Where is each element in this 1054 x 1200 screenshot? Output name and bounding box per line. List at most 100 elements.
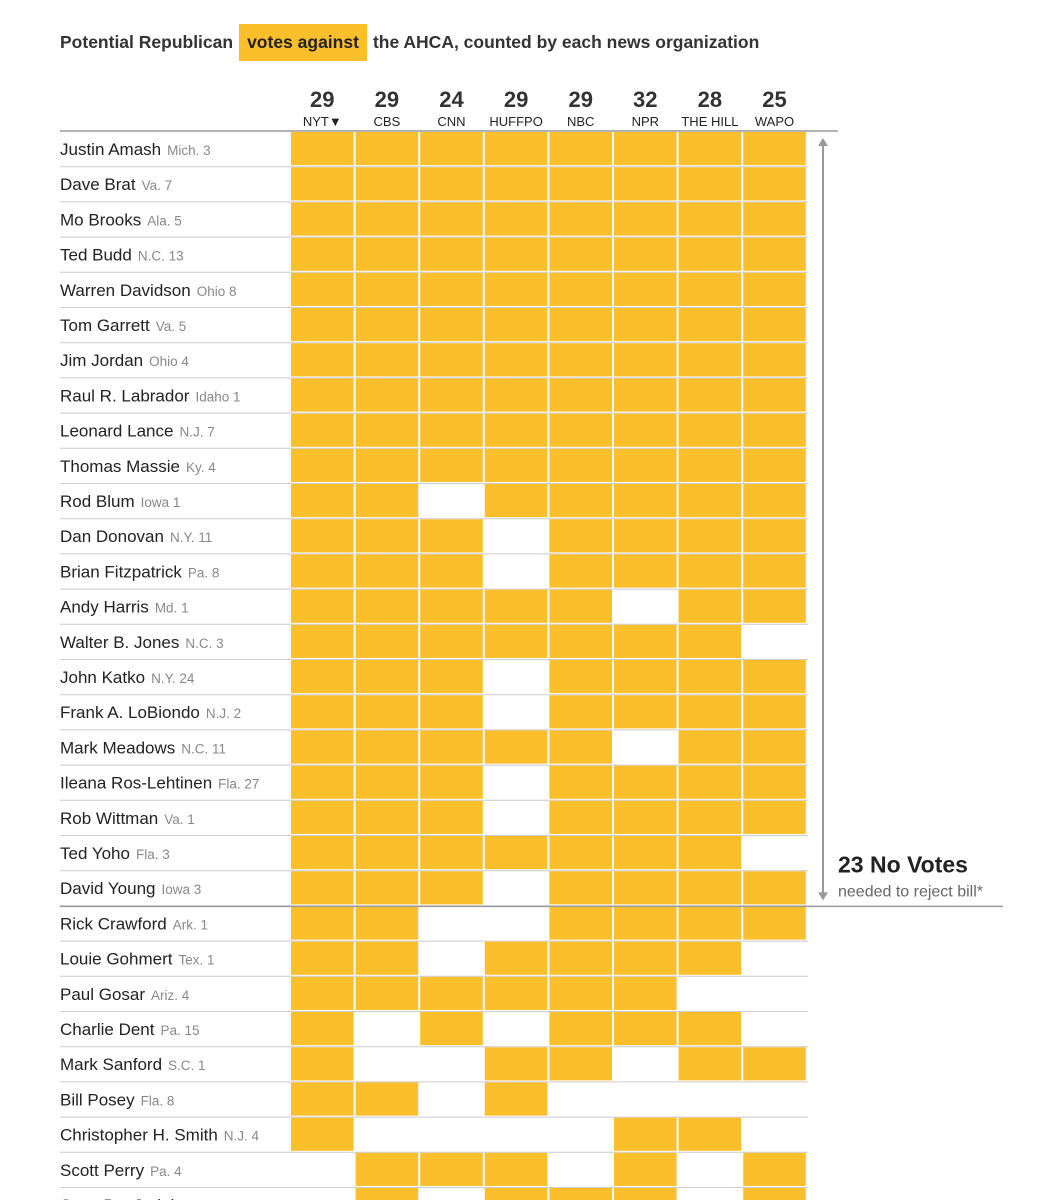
vote-cell [420, 237, 483, 271]
vote-cell [291, 765, 354, 799]
column-count: 29 [310, 87, 334, 112]
member-name: Rod Blum [60, 492, 135, 511]
vote-cell [743, 765, 806, 799]
vote-cell [484, 1152, 548, 1186]
member-name: Tom Garrett [60, 316, 150, 335]
member-name: Christopher H. Smith [60, 1126, 218, 1145]
vote-cell [614, 448, 677, 482]
vote-cell [743, 484, 806, 518]
cells-layer [291, 132, 806, 1200]
member-label: Andy Harris Md. 1 [60, 598, 189, 617]
vote-cell [291, 800, 354, 834]
vote-cell [484, 343, 548, 377]
table-row: Rob Wittman Va. 1 [60, 809, 195, 828]
member-name: Justin Amash [60, 140, 161, 159]
member-district: Ark. 1 [173, 917, 208, 932]
member-district: Ohio 4 [149, 354, 189, 369]
table-row: Brian Fitzpatrick Pa. 8 [60, 562, 219, 581]
member-district: N.C. 11 [181, 741, 226, 756]
vote-cell [743, 800, 806, 834]
column-label[interactable]: NYT▼ [303, 114, 342, 129]
vote-cell [678, 871, 742, 905]
vote-cell [614, 660, 677, 694]
member-name: Brian Fitzpatrick [60, 562, 182, 581]
vote-cell [614, 132, 677, 166]
member-label: Rod Blum Iowa 1 [60, 492, 180, 511]
vote-cell [291, 132, 354, 166]
vote-cell [549, 906, 612, 940]
column-count: 29 [568, 87, 592, 112]
vote-cell [291, 237, 354, 271]
member-label: Ted Budd N.C. 13 [60, 246, 184, 265]
vote-cell [484, 836, 548, 870]
vote-cell [743, 695, 806, 729]
vote-cell [549, 589, 612, 623]
member-name: Scott DesJarlais [60, 1196, 183, 1200]
member-name: Dave Brat [60, 175, 136, 194]
vote-cell [355, 871, 419, 905]
member-district: N.C. 13 [138, 249, 184, 264]
member-label: Mo Brooks Ala. 5 [60, 210, 182, 229]
member-label: John Katko N.Y. 24 [60, 668, 195, 687]
table-row: David Young Iowa 3 [60, 879, 201, 898]
vote-cell [549, 308, 612, 342]
vote-cell [549, 343, 612, 377]
vote-cell [678, 237, 742, 271]
member-label: Warren Davidson Ohio 8 [60, 281, 236, 300]
member-label: Mark Meadows N.C. 11 [60, 738, 226, 757]
vote-cell [484, 1082, 548, 1116]
vote-cell [614, 1012, 677, 1046]
vote-cell [420, 1152, 483, 1186]
vote-cell [484, 237, 548, 271]
column-label: CNN [437, 114, 465, 129]
vote-cell [743, 413, 806, 447]
vote-cell [420, 343, 483, 377]
member-label: Bill Posey Fla. 8 [60, 1090, 174, 1109]
vote-cell [291, 1117, 354, 1151]
vote-cell [355, 519, 419, 553]
member-label: Paul Gosar Ariz. 4 [60, 985, 190, 1004]
member-label: Mark Sanford S.C. 1 [60, 1055, 206, 1074]
vote-cell [291, 589, 354, 623]
member-district: Ariz. 4 [151, 988, 190, 1003]
vote-cell [420, 695, 483, 729]
vote-cell [549, 871, 612, 905]
member-name: Ted Yoho [60, 844, 130, 863]
vote-cell [291, 167, 354, 201]
vote-cell [549, 765, 612, 799]
member-name: Rick Crawford [60, 914, 167, 933]
member-label: Rob Wittman Va. 1 [60, 809, 195, 828]
title-highlight: votes against [239, 24, 367, 61]
vote-cell [549, 800, 612, 834]
member-name: Bill Posey [60, 1090, 135, 1109]
vote-cell [614, 906, 677, 940]
vote-cell [420, 1012, 483, 1046]
vote-cell [291, 272, 354, 306]
vote-cell [614, 871, 677, 905]
table-row: Walter B. Jones N.C. 3 [60, 633, 224, 652]
vote-cell [291, 202, 354, 236]
title-before: Potential Republican [60, 32, 234, 52]
member-name: John Katko [60, 668, 145, 687]
member-name: Louie Gohmert [60, 950, 173, 969]
member-name: Mark Sanford [60, 1055, 162, 1074]
vote-cell [743, 906, 806, 940]
table-row: Dave Brat Va. 7 [60, 175, 172, 194]
member-name: David Young [60, 879, 155, 898]
vote-cell [614, 272, 677, 306]
vote-cell [484, 730, 548, 764]
vote-cell [678, 624, 742, 658]
vote-cell [291, 1047, 354, 1081]
vote-cell [678, 1012, 742, 1046]
table-row: Tom Garrett Va. 5 [60, 316, 186, 335]
vote-cell [291, 730, 354, 764]
column-label: NPR [632, 114, 659, 129]
member-label: Thomas Massie Ky. 4 [60, 457, 216, 476]
member-label: Leonard Lance N.J. 7 [60, 422, 215, 441]
member-name: Paul Gosar [60, 985, 145, 1004]
vote-cell [484, 308, 548, 342]
vote-cell [743, 202, 806, 236]
table-row: Christopher H. Smith N.J. 4 [60, 1126, 260, 1145]
vote-cell [614, 484, 677, 518]
member-name: Frank A. LoBiondo [60, 703, 200, 722]
